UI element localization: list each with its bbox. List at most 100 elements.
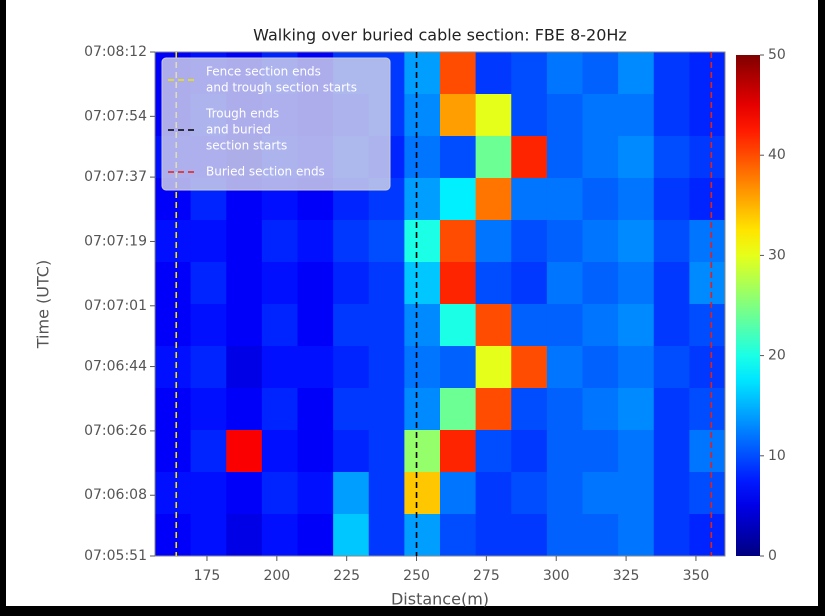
heat-cell [583,430,619,473]
heat-cell [618,472,654,515]
heat-cell [226,514,262,557]
heat-cell [440,262,476,305]
heat-cell [511,514,547,557]
colorbar-tick-label: 0 [768,548,777,564]
heat-cell [369,262,405,305]
heat-cell [618,220,654,263]
legend-label: Fence section ends [206,65,321,79]
page: {"chart_data": { "type": "heatmap", "tit… [0,0,825,616]
heat-cell [476,472,512,515]
heat-cell [618,136,654,179]
heat-cell [262,472,298,515]
heat-cell [155,472,191,515]
heat-cell [155,514,191,557]
y-tick-label: 07:07:37 [84,169,147,185]
y-tick-label: 07:06:08 [84,487,147,503]
heat-cell [262,514,298,557]
heat-cell [191,472,227,515]
heat-cell [369,514,405,557]
heat-cell [583,52,619,95]
heat-cell [476,262,512,305]
heat-cell [191,388,227,431]
heat-cell [404,472,440,515]
heat-cell [511,52,547,95]
heat-cell [191,220,227,263]
heat-cell [298,262,334,305]
heat-cell [618,346,654,389]
heat-cell [476,514,512,557]
heat-cell [511,220,547,263]
heat-cell [191,346,227,389]
heat-cell [333,430,369,473]
heat-cell [226,388,262,431]
heat-cell [654,514,690,557]
colorbar-tick-label: 50 [768,47,786,63]
legend: Fence section ends and trough section sta… [162,58,390,190]
heat-cell [618,178,654,221]
heat-cell [654,388,690,431]
heat-cell [583,220,619,263]
heat-cell [547,94,583,137]
heat-cell [583,136,619,179]
heat-cell [369,346,405,389]
colorbar-tick-label: 40 [768,147,786,163]
heat-cell [689,346,725,389]
x-tick-label: 225 [333,568,360,584]
heat-cell [440,220,476,263]
heat-cell [440,94,476,137]
heat-cell [191,304,227,347]
x-tick-label: 350 [683,568,710,584]
y-tick-label: 07:08:12 [84,44,147,60]
heat-cell [476,94,512,137]
heat-cell [511,472,547,515]
heat-cell [654,472,690,515]
heat-cell [476,52,512,95]
heat-cell [333,346,369,389]
heat-cell [333,304,369,347]
heat-cell [547,514,583,557]
heat-cell [404,178,440,221]
heat-cell [654,304,690,347]
heat-cell [155,388,191,431]
heat-cell [618,514,654,557]
heat-cell [262,430,298,473]
heat-cell [369,220,405,263]
heat-cell [369,304,405,347]
heat-cell [689,94,725,137]
heat-cell [583,472,619,515]
heat-cell [547,430,583,473]
colorbar-tick-label: 20 [768,348,786,364]
heat-cell [369,388,405,431]
heat-cell [298,514,334,557]
heat-cell [511,346,547,389]
heat-cell [440,52,476,95]
heat-cell [689,220,725,263]
heat-cell [547,346,583,389]
heat-cell [404,430,440,473]
heat-cell [155,304,191,347]
x-tick-label: 275 [473,568,500,584]
legend-label: and trough section starts [206,81,357,95]
heat-cell [689,472,725,515]
heat-cell [226,262,262,305]
heat-cell [689,304,725,347]
heat-cell [155,220,191,263]
heat-cell [476,304,512,347]
heat-cell [404,220,440,263]
heat-cell [191,514,227,557]
heat-cell [618,262,654,305]
heat-cell [476,178,512,221]
x-tick-label: 325 [613,568,640,584]
heat-cell [547,262,583,305]
heat-cell [511,430,547,473]
heat-cell [689,178,725,221]
x-tick-label: 250 [403,568,430,584]
heat-cell [262,262,298,305]
heat-cell [155,262,191,305]
heat-cell [369,430,405,473]
heat-cell [333,220,369,263]
colorbar-tick-label: 30 [768,247,786,263]
heat-cell [654,94,690,137]
heat-cell [511,136,547,179]
x-tick-label: 200 [263,568,290,584]
